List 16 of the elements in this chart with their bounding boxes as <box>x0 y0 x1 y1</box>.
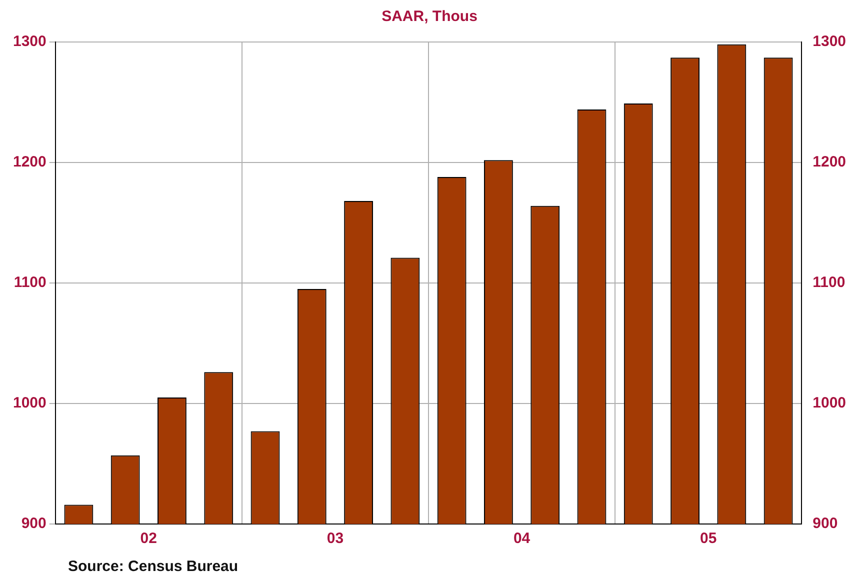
y2-tick-label: 900 <box>812 515 838 532</box>
y2-tick-label: 1000 <box>812 394 846 412</box>
x-tick-label: 04 <box>513 530 531 548</box>
x-tick-label: 02 <box>140 530 157 548</box>
y-tick-label: 1100 <box>14 274 46 292</box>
chart-title: SAAR, Thous <box>380 8 478 25</box>
source-note: Source: Census Bureau <box>68 558 238 575</box>
y-tick-label: 900 <box>21 515 46 532</box>
x-tick-label: 05 <box>700 530 717 548</box>
x-tick-label: 03 <box>326 530 344 548</box>
y2-tick-label: 1300 <box>812 33 846 50</box>
y-tick-label: 1300 <box>12 33 46 50</box>
y-tick-label: 1200 <box>12 154 46 171</box>
y-tick-label: 1000 <box>12 394 46 412</box>
y2-tick-label: 1100 <box>812 274 846 292</box>
y2-tick-label: 1200 <box>812 154 846 171</box>
